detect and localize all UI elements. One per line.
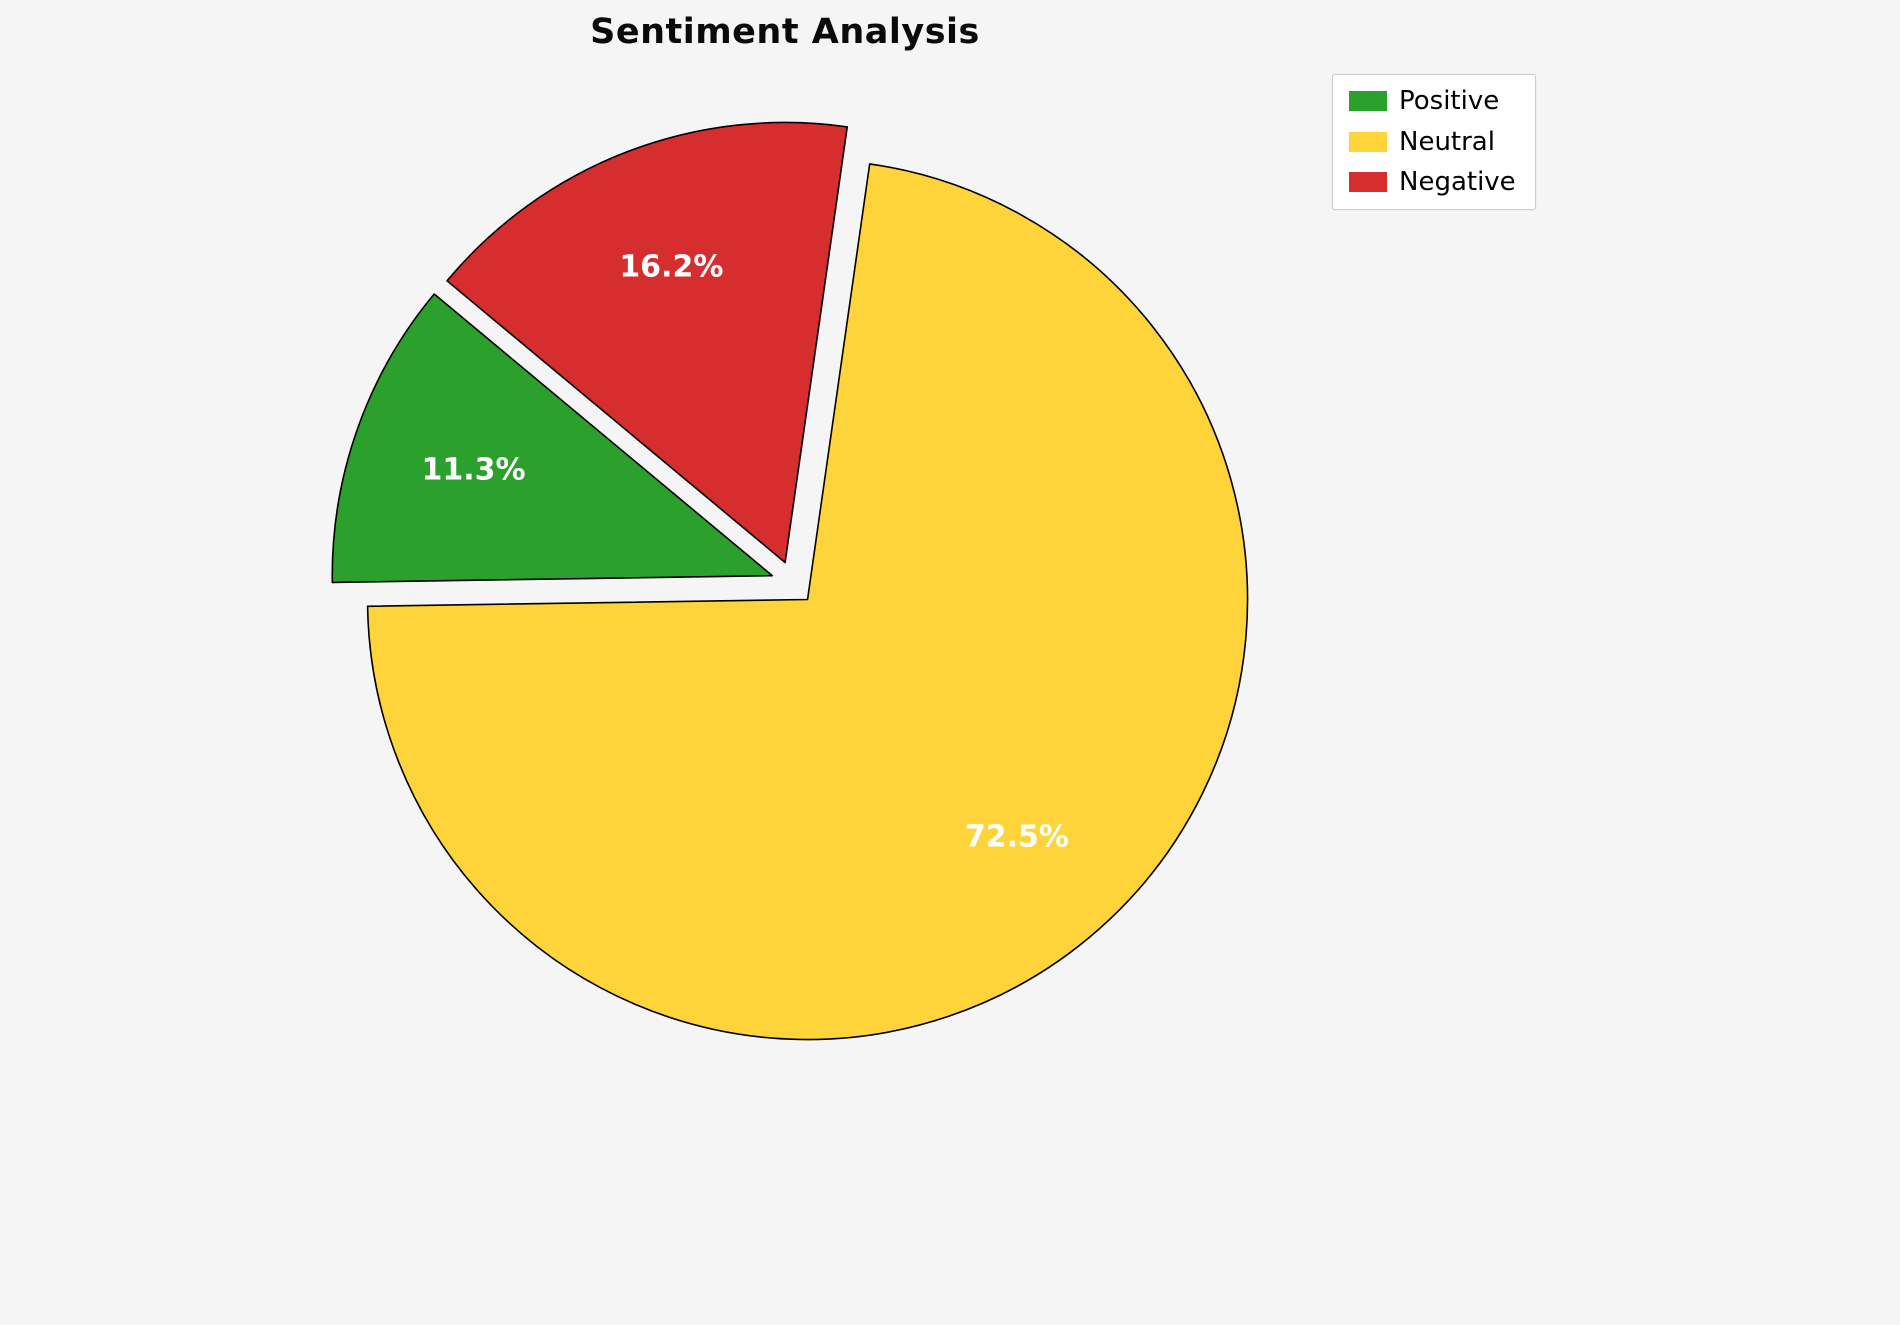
legend: Positive Neutral Negative [1332, 74, 1536, 210]
pie-slice-negative [446, 121, 849, 564]
pie-slice-positive [331, 293, 774, 584]
legend-label-negative: Negative [1399, 167, 1516, 198]
chart-title: Sentiment Analysis [590, 12, 980, 52]
pct-label-neutral: 72.5% [965, 820, 1069, 855]
pie-slice-neutral [366, 163, 1249, 1041]
legend-item-neutral: Neutral [1349, 126, 1519, 157]
legend-label-positive: Positive [1399, 86, 1500, 116]
pct-label-positive: 11.3% [422, 453, 526, 488]
legend-swatch-neutral [1349, 131, 1387, 152]
legend-item-positive: Positive [1349, 87, 1519, 116]
legend-swatch-negative [1349, 172, 1387, 193]
legend-item-negative: Negative [1349, 168, 1519, 197]
pct-label-negative: 16.2% [619, 249, 723, 284]
legend-swatch-positive [1349, 91, 1387, 112]
legend-label-neutral: Neutral [1399, 126, 1495, 157]
